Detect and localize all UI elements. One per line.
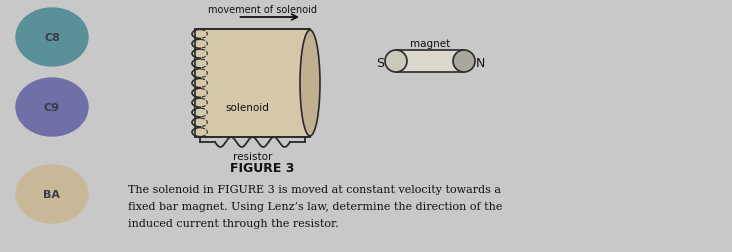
Text: FIGURE 3: FIGURE 3 [231, 161, 295, 174]
Bar [195, 30, 310, 137]
Ellipse shape [385, 51, 407, 73]
Text: C9: C9 [44, 103, 60, 113]
Ellipse shape [300, 31, 320, 137]
Text: resistor: resistor [233, 151, 272, 161]
Ellipse shape [453, 51, 475, 73]
Ellipse shape [16, 9, 88, 67]
Text: movement of solenoid: movement of solenoid [208, 5, 317, 15]
Ellipse shape [16, 79, 88, 137]
Text: solenoid: solenoid [225, 103, 269, 113]
Text: magnet: magnet [410, 39, 450, 49]
Text: C8: C8 [44, 33, 60, 43]
Text: fixed bar magnet. Using Lenz’s law, determine the direction of the: fixed bar magnet. Using Lenz’s law, dete… [128, 201, 502, 211]
Text: The solenoid in FIGURE 3 is moved at constant velocity towards a: The solenoid in FIGURE 3 is moved at con… [128, 184, 501, 194]
Text: N: N [475, 56, 485, 69]
Ellipse shape [16, 165, 88, 223]
Text: BA: BA [43, 189, 61, 199]
Text: S: S [376, 56, 384, 69]
Bar [396, 51, 464, 73]
Text: induced current through the resistor.: induced current through the resistor. [128, 218, 339, 228]
